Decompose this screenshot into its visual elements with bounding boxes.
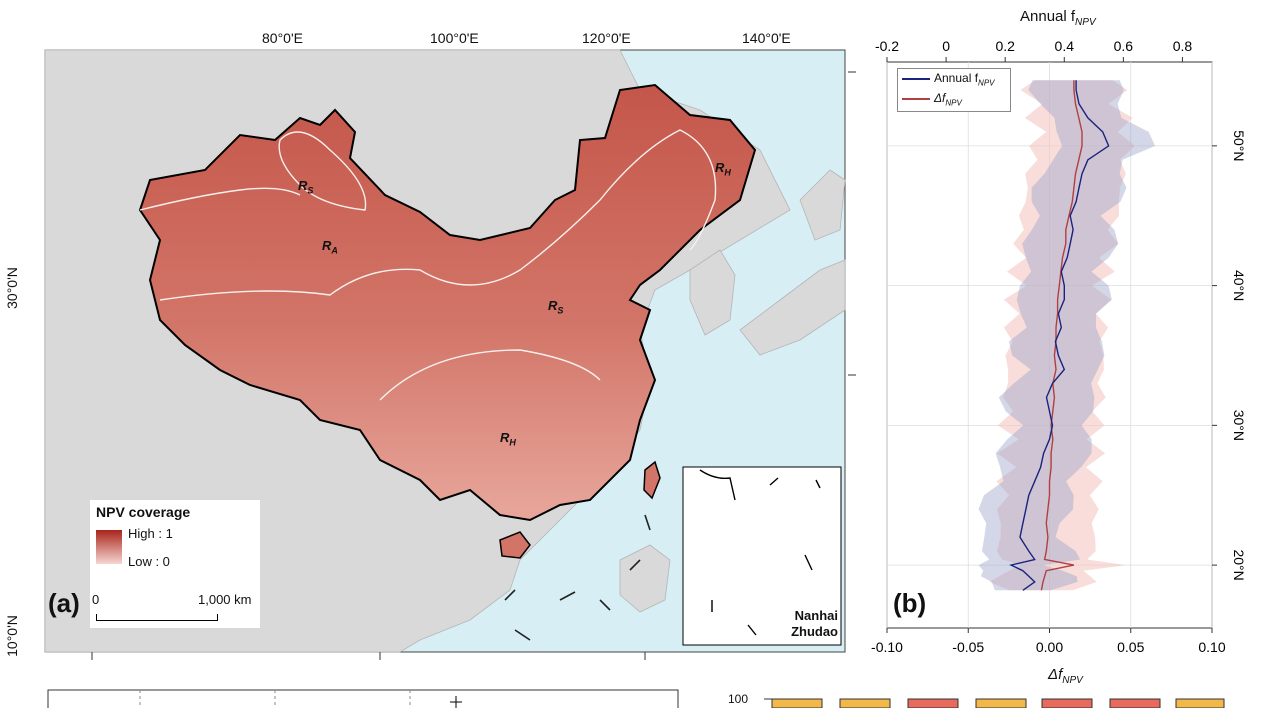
map-legend: NPV coverage High : 1 Low : 0 0 1,000 km [90,500,260,628]
china-npv-raster [138,83,757,522]
bottom-tick-label: -0.05 [952,639,984,655]
delta-uncertainty-band [989,80,1135,591]
delta-fnpv-line [1040,80,1083,591]
lon-tick-100e: 100°0'E [430,30,479,46]
inset-label: Nanhai Zhudao [791,608,838,639]
bottom-bar [1109,698,1161,708]
scale-bar-zero: 0 [92,592,100,607]
land-mass-japan [739,169,846,356]
legend-low-label: Low : 0 [128,554,170,569]
bottom-bar [771,698,823,708]
legend-label-annual: Annual fNPV [934,71,995,88]
scale-bar-end: 1,000 km [198,592,252,607]
top-tick-label: 0.2 [995,38,1015,54]
bottom-bar [1041,698,1093,708]
chart-legend: Annual fNPV ΔfNPV [897,68,1011,112]
lon-tick-80e: 80°0'E [262,30,303,46]
lon-tick-140e: 140°0'E [742,30,791,46]
bottom-tick-label: 0.10 [1198,639,1225,655]
legend-title: NPV coverage [96,504,191,520]
panel-a-label: (a) [48,588,80,618]
legend-swatch-delta [902,98,930,100]
annual-fnpv-line [1009,80,1110,591]
top-tick-label: 0.6 [1114,38,1134,54]
legend-swatch-annual [902,78,930,80]
land-mass-borneo [619,544,671,613]
bottom-axis-100: 100 [728,692,749,706]
inset-frame [682,466,842,646]
bottom-axis-title: ΔfNPV [1048,666,1083,686]
map-axis-ticks [91,71,856,660]
legend-high-label: High : 1 [128,526,173,541]
top-tick-label: -0.2 [875,38,899,54]
hainan-island [499,531,531,559]
chart-ticks: -0.10 -0.05 0.00 0.05 0.10 -0.2 0 0.2 0.4 0.6 0.8 5… [871,38,1247,655]
top-tick-label: 0.8 [1173,38,1193,54]
region-boundary [159,129,717,301]
region-label-rs-east: RS [548,298,564,316]
top-tick-label: 0.4 [1055,38,1075,54]
bottom-tick-label: -0.10 [871,639,903,655]
lat-tick-label: 50°N [1231,130,1247,161]
bottom-left-frame [47,689,679,708]
bottom-bar [907,698,959,708]
bottom-bar [1175,698,1225,708]
bottom-tick-label: 0.05 [1117,639,1144,655]
annual-uncertainty-band [978,80,1156,591]
lon-tick-120e: 120°0'E [582,30,631,46]
region-boundary [139,187,301,211]
bottom-bar [975,698,1027,708]
region-label-rh-north: RH [715,160,731,178]
region-label-rh-south: RH [500,430,516,448]
legend-label-delta: ΔfNPV [934,91,962,108]
panel-b-label: (b) [893,588,927,618]
chart-series [1009,80,1110,591]
nine-dash-line [504,514,651,641]
lat-tick-label: 20°N [1231,549,1247,580]
top-tick-label: 0 [942,38,950,54]
bottom-tick-label: 0.00 [1036,639,1063,655]
region-label-rs-north: RS [298,178,314,196]
land-mass-korea [689,249,736,336]
uncertainty-bands [978,80,1156,591]
taiwan-island [643,460,661,500]
bottom-bar [839,698,891,708]
scale-bar [96,614,218,621]
lat-tick-label: 30°N [1231,410,1247,441]
top-axis-title: Annual fNPV [1020,8,1096,28]
region-label-ra: RA [322,238,338,256]
legend-color-ramp [96,530,122,564]
region-boundary [278,131,367,211]
inset-islands [699,469,821,636]
region-boundary [379,349,601,401]
lat-tick-label: 40°N [1231,270,1247,301]
